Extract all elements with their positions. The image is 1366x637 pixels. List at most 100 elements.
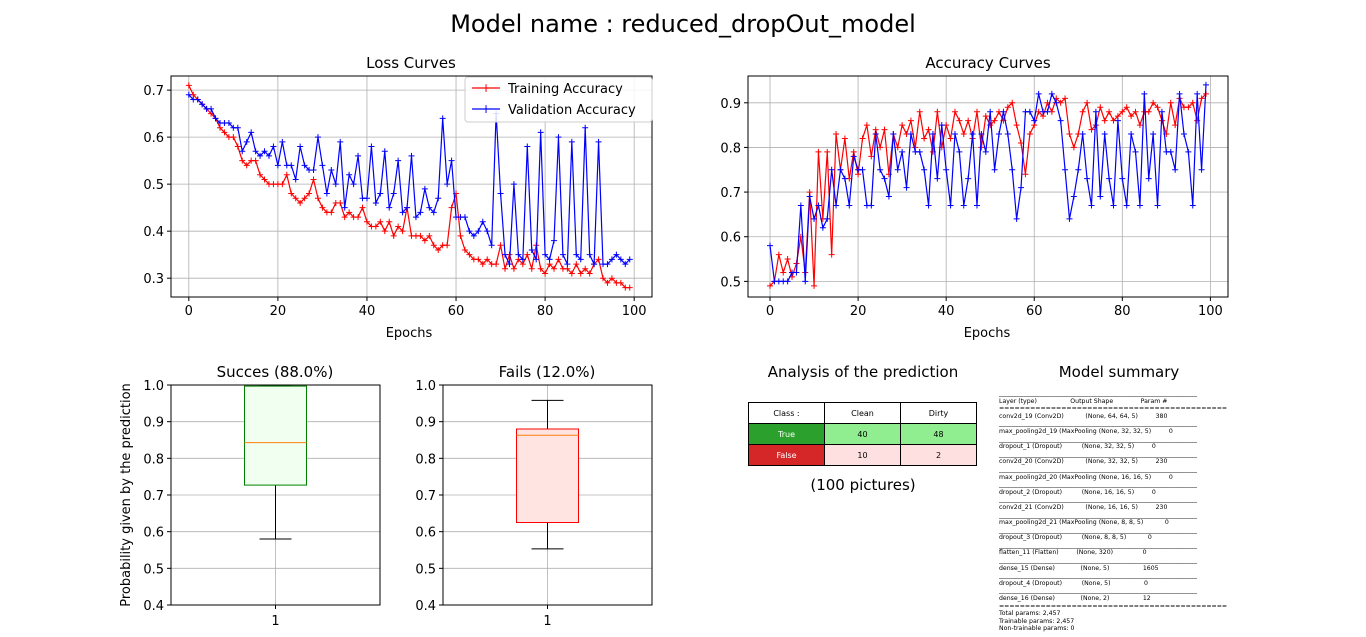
data-point (903, 184, 910, 191)
data-point (319, 204, 326, 211)
data-point (833, 131, 840, 138)
data-point (978, 131, 985, 138)
data-point (1119, 175, 1126, 182)
data-point (546, 256, 553, 263)
data-point (1114, 117, 1121, 124)
data-point (921, 135, 928, 142)
data-point (859, 166, 866, 173)
header-class-cell: Class : (748, 402, 825, 424)
data-point (568, 270, 575, 277)
data-point (212, 115, 219, 122)
data-point (346, 171, 353, 178)
data-point (1180, 131, 1187, 138)
x-tick-label: 80 (1114, 304, 1131, 319)
x-tick-label: 60 (448, 304, 465, 319)
data-point (502, 251, 509, 258)
data-point (1176, 90, 1183, 97)
data-point (363, 218, 370, 225)
data-point (484, 228, 491, 235)
y-tick-label: 0.5 (720, 275, 741, 290)
data-point (248, 129, 255, 136)
data-point (767, 242, 774, 249)
data-point (863, 122, 870, 129)
data-point (899, 148, 906, 155)
data-point (797, 202, 804, 209)
data-point (564, 261, 571, 268)
fail-boxplot: Fails (12.0%) 0.4 0.5 0.6 0.7 0.8 0.9 1.0 1 (415, 363, 653, 629)
header-clean-cell: Clean (824, 402, 901, 424)
data-point (435, 195, 442, 202)
data-point (528, 246, 535, 253)
data-point (1004, 104, 1011, 111)
data-point (568, 138, 575, 145)
data-point (426, 204, 433, 211)
data-point (301, 195, 308, 202)
summary-line: Trainable params: 2,457 (999, 617, 1075, 625)
summary-line: ________________________________________… (999, 481, 1197, 489)
data-point (199, 101, 206, 108)
series-line-1 (188, 85, 630, 289)
data-point (355, 214, 362, 221)
summary-line: ________________________________________… (999, 450, 1197, 458)
data-point (346, 209, 353, 216)
summary-line: max_pooling2d_21 (MaxPooling (None, 8, 8… (999, 519, 1169, 527)
x-tick-label: 40 (359, 304, 376, 319)
data-point (537, 265, 544, 272)
data-point (956, 117, 963, 124)
data-point (934, 175, 941, 182)
data-point (328, 209, 335, 216)
data-point (1026, 108, 1033, 115)
y-tick-label: 0.4 (143, 599, 164, 614)
data-point (1132, 108, 1139, 115)
x-tick-label: 0 (766, 304, 774, 319)
data-point (381, 228, 388, 235)
data-point (1150, 99, 1157, 106)
y-tick-label: 0.5 (143, 178, 164, 193)
data-point (502, 265, 509, 272)
data-point (600, 275, 607, 282)
data-point (1070, 193, 1077, 200)
data-point (497, 190, 504, 197)
data-point (559, 251, 566, 258)
data-point (372, 223, 379, 230)
summary-line: dense_16 (Dense) (None, 2) 12 (999, 595, 1151, 603)
data-point (430, 209, 437, 216)
data-point (239, 148, 246, 155)
data-point (390, 190, 397, 197)
x-tick-label: 1 (543, 614, 551, 629)
y-tick-label: 0.3 (143, 272, 164, 287)
data-point (921, 166, 928, 173)
data-point (877, 144, 884, 151)
data-point (828, 251, 835, 258)
y-tick-label: 0.8 (720, 141, 741, 156)
data-point (907, 117, 914, 124)
data-point (355, 152, 362, 159)
data-point (1048, 90, 1055, 97)
data-point (404, 204, 411, 211)
data-point (386, 218, 393, 225)
data-point (1013, 215, 1020, 222)
data-point (868, 153, 875, 160)
data-point (846, 202, 853, 209)
data-point (292, 176, 299, 183)
data-point (1053, 99, 1060, 106)
data-point (1075, 166, 1082, 173)
data-point (341, 214, 348, 221)
analysis-true-row: True 40 48 (748, 423, 977, 445)
legend-train-marker: + (481, 81, 491, 95)
summary-line: ________________________________________… (999, 541, 1197, 549)
data-point (841, 175, 848, 182)
data-point (479, 261, 486, 268)
data-point (815, 148, 822, 155)
data-point (1066, 215, 1073, 222)
summary-line: ________________________________________… (999, 572, 1197, 580)
data-point (1128, 131, 1135, 138)
data-point (1009, 166, 1016, 173)
data-point (319, 162, 326, 169)
y-tick-label: 0.7 (415, 489, 436, 504)
summary-line: ________________________________________… (999, 587, 1197, 595)
data-point (399, 228, 406, 235)
data-point (448, 157, 455, 164)
data-point (506, 261, 513, 268)
true-dirty-cell: 48 (900, 423, 977, 445)
